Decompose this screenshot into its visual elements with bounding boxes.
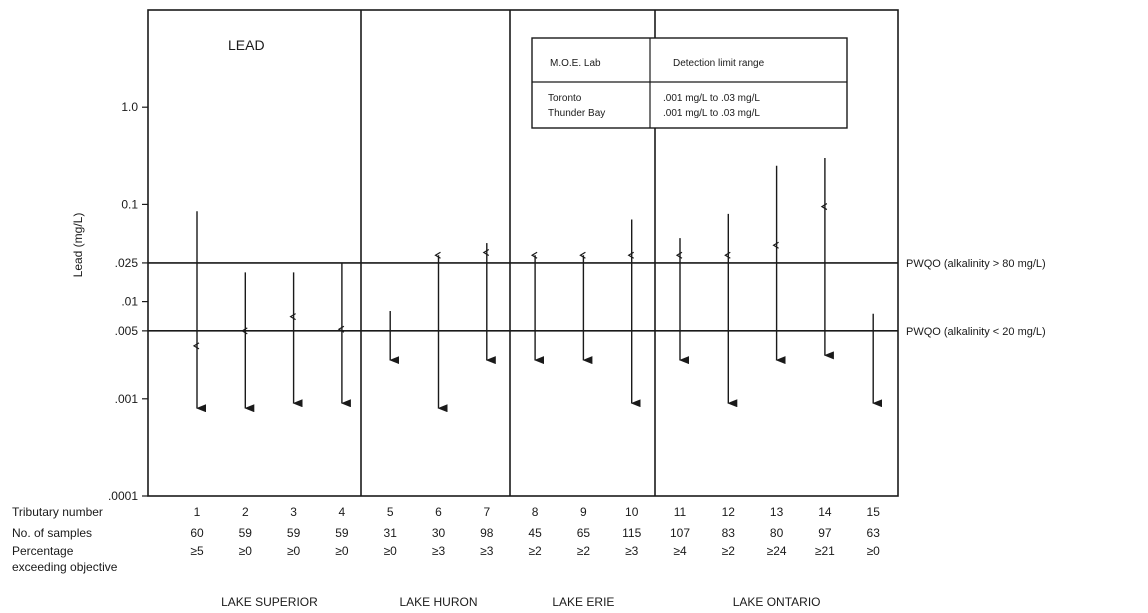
row-label-percent: Percentage [12,544,74,558]
tributary-number-5: 5 [387,505,394,519]
percent-exceeding-8: ≥2 [528,544,542,558]
tributary-number-7: 7 [483,505,490,519]
lake-label-1: LAKE HURON [399,595,477,609]
percent-exceeding-7: ≥3 [480,544,494,558]
sample-count-10: 115 [622,526,641,540]
sample-count-7: 98 [480,526,494,540]
percent-exceeding-1: ≥5 [190,544,204,558]
median-mark-12 [724,251,731,259]
sample-count-12: 83 [722,526,736,540]
lake-label-2: LAKE ERIE [552,595,614,609]
y-tick-label-5: 0.1 [121,197,138,211]
median-mark-6 [434,251,441,259]
objective-lines: PWQO (alkalinity > 80 mg/L) PWQO (alkalin… [148,258,1046,338]
sample-count-2: 59 [239,526,253,540]
tributary-number-8: 8 [532,505,539,519]
table-header-lab: M.O.E. Lab [550,58,601,69]
tributary-number-10: 10 [625,505,639,519]
table-border [531,37,848,129]
tributary-number-11: 11 [674,505,687,519]
sample-count-11: 107 [670,526,690,540]
sample-count-1: 60 [190,526,204,540]
sample-count-13: 80 [770,526,784,540]
median-mark-9 [579,251,586,259]
percent-exceeding-10: ≥3 [625,544,639,558]
percent-exceeding-13: ≥24 [767,544,787,558]
percent-exceeding-11: ≥4 [673,544,687,558]
table-cell-range-thunder-bay: .001 mg/L to .03 mg/L [663,108,760,119]
objective-label-0: PWQO (alkalinity > 80 mg/L) [906,258,1046,270]
tributary-number-13: 13 [770,505,784,519]
table-cell-lab-toronto: Toronto [548,93,582,104]
tributary-number-1: 1 [194,505,201,519]
percent-exceeding-2: ≥0 [239,544,253,558]
sample-count-14: 97 [818,526,832,540]
table-header-range: Detection limit range [673,58,765,69]
sample-count-4: 59 [335,526,349,540]
percent-exceeding-3: ≥0 [287,544,301,558]
median-mark-2 [241,327,248,335]
median-mark-3 [289,313,296,321]
median-mark-10 [627,251,635,259]
percent-exceeding-6: ≥3 [432,544,446,558]
sample-count-3: 59 [287,526,301,540]
y-tick-label-4: .025 [115,256,139,270]
sample-count-15: 63 [867,526,881,540]
median-mark-4 [337,325,345,333]
y-tick-label-3: .01 [121,295,138,309]
sample-count-6: 30 [432,526,446,540]
row-label-samples: No. of samples [12,526,92,540]
median-mark-1 [192,342,200,350]
row-label-tributary: Tributary number [12,505,103,519]
detection-limit-table: M.O.E. Lab Detection limit range Toronto… [531,37,848,129]
objective-label-1: PWQO (alkalinity < 20 mg/L) [906,326,1046,338]
sample-count-5: 31 [384,526,398,540]
plot-frame [147,9,899,497]
tributary-number-15: 15 [867,505,881,519]
median-mark-7 [482,248,490,257]
percent-exceeding-15: ≥0 [867,544,881,558]
median-mark-13 [772,241,779,249]
percent-exceeding-14: ≥21 [815,544,835,558]
lake-labels: LAKE SUPERIOR LAKE HURON LAKE ERIE LAKE ONT… [221,595,820,609]
y-tick-label-1: .001 [115,392,139,406]
percent-exceeding-9: ≥2 [577,544,591,558]
percent-exceeding-4: ≥0 [335,544,349,558]
tributary-number-3: 3 [290,505,297,519]
tributary-number-12: 12 [722,505,736,519]
row-label-exceeding: exceeding objective [12,560,118,574]
lake-label-0: LAKE SUPERIOR [221,595,318,609]
tributary-number-2: 2 [242,505,249,519]
percent-exceeding-12: ≥2 [722,544,736,558]
y-axis-ticks: .0001 .001 .005 .01 .025 0.1 1.0 [108,100,148,503]
y-tick-label-0: .0001 [108,489,138,503]
lake-label-3: LAKE ONTARIO [733,595,821,609]
percent-exceeding-5: ≥0 [384,544,398,558]
tributary-number-4: 4 [339,505,346,519]
tributary-number-9: 9 [580,505,587,519]
median-mark-11 [675,251,683,259]
median-mark-14 [820,203,828,211]
median-mark-8 [530,251,538,259]
y-axis-label: Lead (mg/L) [71,213,85,278]
table-cell-lab-thunder-bay: Thunder Bay [548,108,605,119]
sample-count-9: 65 [577,526,591,540]
sample-count-8: 45 [528,526,542,540]
y-tick-label-2: .005 [115,324,139,338]
y-tick-label-6: 1.0 [121,100,138,114]
data-ranges [192,158,883,413]
tributary-number-14: 14 [818,505,832,519]
tributary-table-rows: 1 60 ≥5 2 59 ≥0 3 59 ≥0 4 59 ≥0 5 31 ≥0 6 30 ≥3 7 98 ≥3 8 45 ≥2… [190,505,880,558]
table-cell-range-toronto: .001 mg/L to .03 mg/L [663,93,760,104]
tributary-number-6: 6 [435,505,442,519]
chart-title: LEAD [228,37,265,53]
